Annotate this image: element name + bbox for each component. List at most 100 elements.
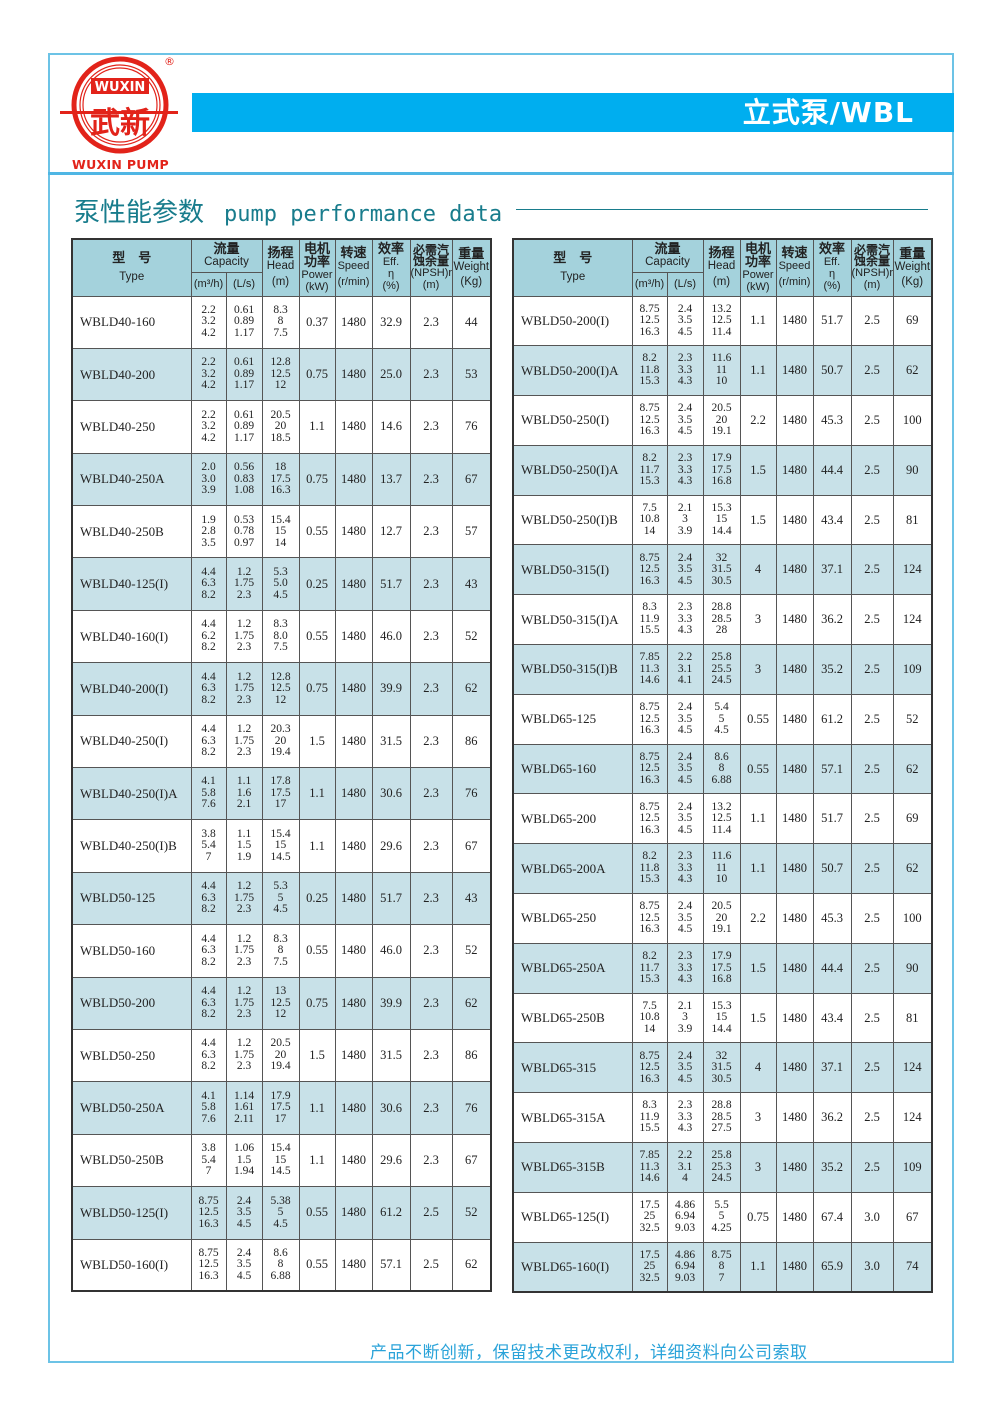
capacity-m3h-cell: 8.75 12.5 16.3 [631, 395, 668, 446]
npsh-cell: 2.5 [850, 444, 894, 496]
npsh-cell: 2.5 [850, 992, 894, 1044]
speed-cell: 1480 [334, 1081, 373, 1135]
speed-cell: 1480 [775, 345, 814, 397]
weight-cell: 67 [451, 819, 492, 873]
capacity-m3h-cell: 4.4 6.3 8.2 [190, 557, 227, 611]
efficiency-cell: 30.6 [371, 767, 411, 821]
pump-type: WBLD40-160 [71, 295, 192, 349]
capacity-m3h-value: 4.2 [201, 431, 216, 444]
head-cell: 17.9 17.5 17 [261, 1081, 300, 1135]
head-value: 6.88 [270, 1269, 291, 1282]
capacity-m3h-value: 4.4 [201, 985, 216, 998]
head-cell: 15.4 15 14 [261, 505, 300, 559]
capacity-m3h-value: 16.3 [639, 773, 660, 786]
speed-cell: 1480 [775, 544, 814, 596]
capacity-m3h-value: 16.3 [198, 1269, 219, 1282]
table-row: WBLD50-315(I) 8.75 12.5 16.3 2.4 3.5 4.5 32 31.… [512, 544, 933, 596]
head-value: 10 [715, 873, 728, 886]
capacity-m3h-cell: 4.4 6.3 8.2 [190, 714, 227, 769]
efficiency-cell: 35.2 [812, 644, 852, 695]
capacity-m3h-value: 12.5 [639, 563, 660, 576]
capacity-m3h-value: 10.8 [639, 1011, 660, 1024]
capacity-m3h-value: 14.6 [639, 1172, 660, 1185]
head-value: 25.5 [711, 662, 732, 675]
weight-cell: 74 [892, 1241, 933, 1293]
weight-cell: 124 [892, 1042, 933, 1094]
capacity-ls-cell: 1.2 1.75 2.3 [225, 976, 263, 1030]
capacity-ls-value: 1.17 [233, 326, 255, 339]
head-cell: 15.3 15 14.4 [702, 494, 741, 546]
capacity-ls-value: 4.5 [677, 325, 693, 338]
head-value: 19.1 [711, 425, 732, 438]
table-row: WBLD40-250 2.2 3.2 4.2 0.61 0.89 1.17 20.5 20 18… [71, 400, 492, 454]
npsh-cell: 2.5 [409, 1186, 453, 1240]
capacity-ls-value: 1.2 [236, 565, 252, 578]
pump-type: WBLD65-250B [512, 992, 633, 1044]
weight-header-en: Weight [453, 260, 490, 273]
capacity-ls-cell: 1.2 1.75 2.3 [225, 662, 263, 716]
capacity-ls-value: 3.5 [677, 712, 693, 725]
capacity-m3h-cell: 8.3 11.9 15.5 [631, 594, 668, 646]
table-row: WBLD40-200 2.2 3.2 4.2 0.61 0.89 1.17 12.8 12.5… [71, 347, 492, 402]
capacity-ls-cell: 1.2 1.75 2.3 [225, 924, 263, 978]
capacity-ls-cell: 2.4 3.5 4.5 [666, 693, 704, 745]
capacity-m3h-cell: 1.9 2.8 3.5 [190, 505, 227, 559]
power-cell: 0.75 [298, 976, 336, 1030]
head-cell: 5.38 5 4.5 [261, 1186, 300, 1240]
npsh-cell: 2.3 [409, 819, 453, 873]
capacity-ls-value: 3 [682, 1011, 688, 1024]
capacity-ls-cell: 1.2 1.75 2.3 [225, 871, 263, 926]
speed-cell: 1480 [775, 992, 814, 1044]
table-row: WBLD65-315B 7.85 11.3 14.6 2.2 3.1 4 25.8 25.3 2… [512, 1142, 933, 1193]
speed-cell: 1480 [334, 505, 373, 559]
capacity-ls-value: 2.4 [236, 1194, 252, 1207]
pump-type: WBLD40-160(I) [71, 609, 192, 664]
capacity-ls-value: 4.5 [236, 1269, 252, 1282]
power-cell: 0.75 [739, 1191, 777, 1243]
header-subrow: (m³/h) (L/s) [513, 271, 932, 297]
capacity-m3h-value: 16.3 [639, 1072, 660, 1085]
head-cell: 25.8 25.3 24.5 [702, 1142, 741, 1193]
head-value: 5.0 [273, 577, 288, 590]
power-cell: 2.2 [739, 893, 777, 944]
power-header: 电机功率 Power (kW) [739, 238, 777, 297]
speed-cell: 1480 [775, 743, 814, 795]
capacity-m3h-value: 8.2 [201, 588, 216, 601]
capacity-m3h-value: 32.5 [639, 1271, 660, 1284]
head-value: 8.0 [273, 629, 288, 642]
capacity-ls-value: 2.3 [236, 746, 252, 759]
head-value: 7.5 [273, 641, 288, 654]
speed-cell: 1480 [334, 295, 373, 349]
npsh-cell: 2.3 [409, 452, 453, 507]
efficiency-cell: 46.0 [371, 609, 411, 664]
capacity-ls-cell: 2.1 3 3.9 [666, 494, 704, 546]
speed-cell: 1480 [775, 793, 814, 845]
capacity-m3h-cell: 7.85 11.3 14.6 [631, 644, 668, 695]
capacity-ls-cell: 2.2 3.1 4 [666, 1142, 704, 1193]
head-value: 5.5 [714, 1198, 729, 1211]
table-row: WBLD50-315(I)A 8.3 11.9 15.5 2.3 3.3 4.3 28.8 2… [512, 594, 933, 646]
npsh-cell: 2.3 [409, 1028, 453, 1083]
capacity-ls-value: 3.3 [677, 612, 693, 625]
efficiency-cell: 32.9 [371, 295, 411, 349]
capacity-ls-cell: 2.4 3.5 4.5 [666, 893, 704, 944]
head-value: 11 [715, 363, 728, 376]
head-value: 15 [715, 513, 728, 526]
npsh-cell: 3.0 [850, 1241, 894, 1293]
capacity-ls-cell: 2.3 3.3 4.3 [666, 345, 704, 397]
head-value: 17.9 [711, 950, 732, 962]
head-value: 28.8 [711, 1099, 732, 1112]
capacity-ls-value: 1.75 [233, 629, 255, 642]
type-header-cn: 型 号 [553, 251, 593, 267]
capacity-ls-value: 0.61 [233, 356, 255, 369]
capacity-ls-value: 9.03 [674, 1221, 696, 1234]
efficiency-cell: 44.4 [812, 444, 852, 496]
head-value: 17 [274, 1112, 287, 1125]
capacity-ls-cell: 2.4 3.5 4.5 [225, 1186, 263, 1240]
pump-type: WBLD40-250(I) [71, 714, 192, 769]
weight-cell: 100 [892, 893, 933, 944]
npsh-cell: 2.5 [850, 743, 894, 795]
head-value: 8 [277, 315, 284, 328]
head-value: 15.3 [711, 999, 732, 1012]
npsh-header-unit: (m) [863, 278, 881, 291]
